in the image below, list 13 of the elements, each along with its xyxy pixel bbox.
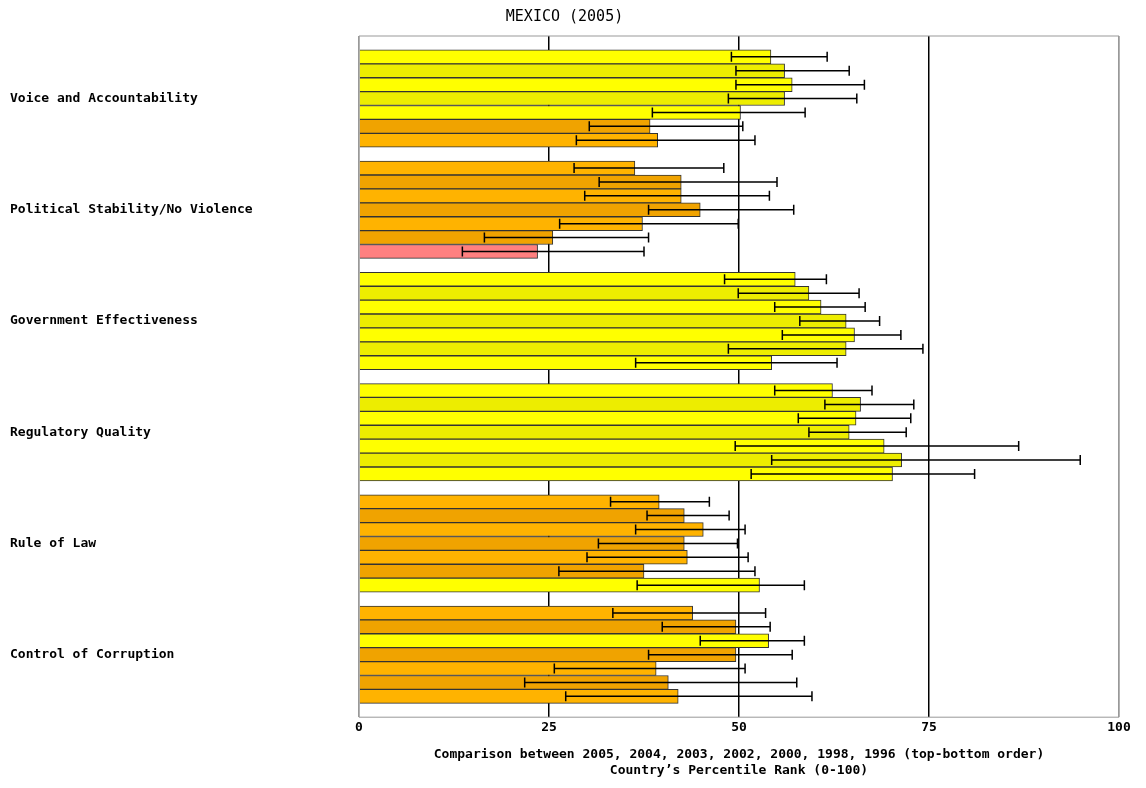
x-tick-label: 50 <box>731 719 747 735</box>
y-tick-label: Control of Corruption <box>10 646 175 662</box>
x-tick-label: 100 <box>1107 719 1131 735</box>
x-tick-label: 0 <box>355 719 364 735</box>
x-tick-label: 25 <box>541 719 557 735</box>
chart-title: MEXICO (2005) <box>505 6 624 25</box>
y-tick-label: Political Stability/No Violence <box>10 201 253 217</box>
y-tick-label: Voice and Accountability <box>10 89 199 105</box>
y-tick-label: Regulatory Quality <box>10 423 152 439</box>
y-tick-label: Rule of Law <box>10 534 97 550</box>
y-tick-label: Government Effectiveness <box>10 312 198 328</box>
x-axis-title: Comparison between 2005, 2004, 2003, 2002, 2000, 1998, 1996 (top-bottom order) Country’s Percentile Rank (0-100) <box>433 745 1045 777</box>
x-tick-label: 75 <box>921 719 937 735</box>
